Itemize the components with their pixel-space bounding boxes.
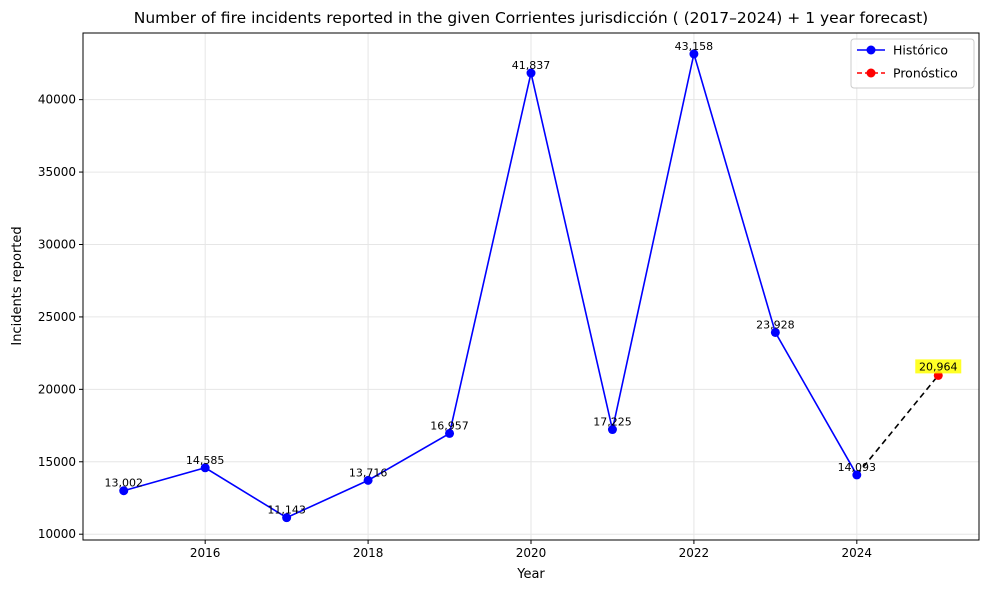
plot-area: 13,002 14,585 11,143 13,716 16,957 41,837 17,2…	[104, 40, 962, 523]
historico-point	[119, 486, 129, 496]
data-label: 14,585	[186, 454, 225, 467]
forecast-label-highlight	[915, 359, 962, 374]
data-label: 23,928	[756, 318, 795, 331]
historico-point	[200, 463, 210, 473]
x-tick-label: 2024	[842, 546, 873, 560]
legend-pronostico-marker	[866, 68, 876, 78]
y-tick-label: 15000	[38, 455, 76, 469]
historico-point	[526, 68, 536, 78]
chart-title: Number of fire incidents reported in the…	[134, 9, 928, 27]
legend-box	[850, 38, 975, 89]
forecast-connector-line	[856, 374, 939, 476]
historico-point	[689, 49, 699, 59]
historico-point	[282, 513, 292, 523]
historico-point	[770, 327, 780, 337]
legend-pronostico-label: Pronóstico	[893, 66, 958, 81]
data-label: 13,716	[349, 466, 388, 479]
y-tick-label: 10000	[38, 527, 76, 541]
x-tick-label: 2016	[190, 546, 221, 560]
historico-point	[445, 428, 455, 438]
historico-point	[852, 470, 862, 480]
data-label: 11,143	[267, 504, 306, 517]
data-label: 14,093	[838, 461, 877, 474]
x-tick-label: 2022	[679, 546, 710, 560]
y-tick-label: 25000	[38, 310, 76, 324]
data-label: 17,225	[593, 416, 632, 429]
y-axis-ticks: 10000 15000 20000 25000 30000 35000 40000	[38, 93, 83, 541]
legend-historico-label: Histórico	[893, 43, 948, 58]
legend-historico-marker	[866, 45, 876, 55]
x-tick-label: 2020	[516, 546, 547, 560]
x-tick-label: 2018	[353, 546, 384, 560]
y-tick-label: 20000	[38, 382, 76, 396]
legend: Histórico Pronóstico	[850, 38, 975, 89]
x-axis-label: Year	[516, 567, 545, 582]
historico-series-line	[123, 53, 858, 519]
data-label: 43,158	[675, 40, 714, 53]
y-tick-label: 35000	[38, 165, 76, 179]
y-tick-label: 40000	[38, 93, 76, 107]
historico-point	[607, 425, 617, 435]
data-label: 41,837	[512, 59, 551, 72]
grid	[83, 33, 979, 540]
data-label: 13,002	[104, 477, 143, 490]
historico-point	[363, 475, 373, 485]
data-label: 16,957	[430, 419, 469, 432]
forecast-data-label: 20,964	[919, 360, 958, 373]
x-axis-ticks: 2016 2018 2020 2022 2024	[190, 540, 872, 560]
y-tick-label: 30000	[38, 237, 76, 251]
y-axis-label: Incidents reported	[10, 226, 25, 345]
